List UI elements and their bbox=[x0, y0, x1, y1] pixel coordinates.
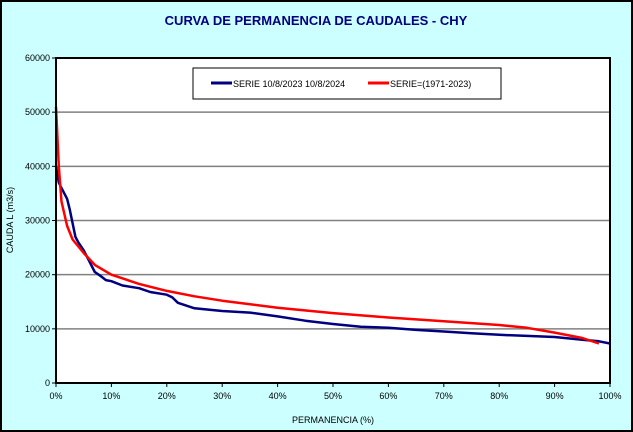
legend-label-series-2: SERIE=(1971-2023) bbox=[390, 79, 471, 89]
x-tick-label: 80% bbox=[490, 391, 508, 401]
x-axis-label: PERMANENCIA (%) bbox=[292, 415, 374, 425]
x-tick-label: 60% bbox=[379, 391, 397, 401]
x-tick-label: 40% bbox=[269, 391, 287, 401]
legend-label-series-1: SERIE 10/8/2023 10/8/2024 bbox=[233, 79, 345, 89]
y-tick-label: 0 bbox=[45, 378, 50, 388]
y-tick-label: 30000 bbox=[25, 216, 50, 226]
x-tick-label: 10% bbox=[102, 391, 120, 401]
y-tick-label: 50000 bbox=[25, 107, 50, 117]
x-tick-label: 20% bbox=[158, 391, 176, 401]
legend: SERIE 10/8/2023 10/8/2024 SERIE=(1971-20… bbox=[192, 67, 502, 100]
series-line-1 bbox=[54, 166, 611, 345]
y-tick-label: 40000 bbox=[25, 161, 50, 171]
x-tick-label: 0% bbox=[49, 391, 62, 401]
y-tick-label: 20000 bbox=[25, 270, 50, 280]
chart-title: CURVA DE PERMANENCIA DE CAUDALES - CHY bbox=[165, 13, 468, 28]
x-tick-label: 100% bbox=[598, 391, 621, 401]
series-line-2 bbox=[54, 106, 600, 345]
x-tick-label: 70% bbox=[435, 391, 453, 401]
y-tick-label: 10000 bbox=[25, 324, 50, 334]
x-tick-label: 90% bbox=[546, 391, 564, 401]
legend-box bbox=[192, 67, 502, 100]
x-tick-label: 50% bbox=[324, 391, 342, 401]
y-tick-label: 60000 bbox=[25, 53, 50, 63]
y-axis-label: CAUDA L (m3/s) bbox=[5, 187, 15, 253]
x-tick-label: 30% bbox=[213, 391, 231, 401]
